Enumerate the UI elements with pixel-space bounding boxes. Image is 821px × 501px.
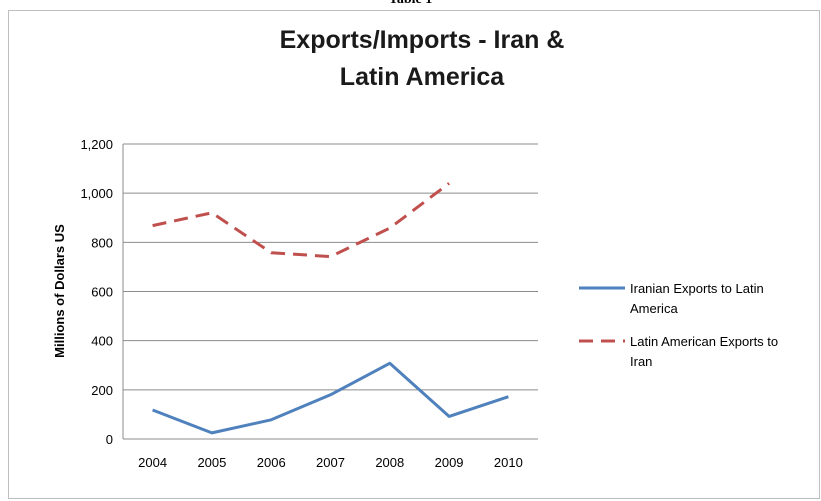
chart-title-line-1: Exports/Imports - Iran & bbox=[279, 26, 565, 54]
y-tick-label: 400 bbox=[91, 334, 113, 349]
x-tick-label: 2004 bbox=[138, 455, 167, 470]
chart-frame bbox=[8, 10, 820, 499]
chart-title-line-2: Latin America bbox=[339, 63, 505, 91]
x-tick-label: 2005 bbox=[197, 455, 226, 470]
x-tick-label: 2010 bbox=[494, 455, 523, 470]
y-tick-label: 200 bbox=[91, 383, 113, 398]
y-tick-label: 0 bbox=[106, 432, 113, 447]
x-tick-label: 2008 bbox=[375, 455, 404, 470]
y-tick-label: 800 bbox=[91, 235, 113, 250]
legend-label-1-cont: America bbox=[630, 301, 678, 316]
x-tick-label: 2006 bbox=[257, 455, 286, 470]
y-axis-ticks: 0 200 400 600 800 1,000 1,200 bbox=[80, 137, 113, 447]
x-tick-label: 2009 bbox=[435, 455, 464, 470]
y-tick-label: 1,000 bbox=[80, 186, 113, 201]
legend-label-2-cont: Iran bbox=[630, 354, 652, 369]
y-tick-label: 1,200 bbox=[80, 137, 113, 152]
legend-label-1: Iranian Exports to Latin bbox=[630, 281, 764, 296]
series-line-1 bbox=[152, 361, 509, 435]
legend: Iranian Exports to Latin America Latin Ame… bbox=[579, 281, 778, 369]
x-axis-ticks: 2004 2005 2006 2007 2008 2009 2010 bbox=[138, 455, 523, 470]
table-caption: Table 1 bbox=[0, 0, 821, 8]
chart-title: Exports/Imports - Iran & Latin America bbox=[222, 22, 622, 96]
series-line-2 bbox=[152, 182, 451, 259]
series-lines bbox=[152, 182, 509, 435]
legend-label-2: Latin American Exports to bbox=[630, 334, 778, 349]
y-tick-label: 600 bbox=[91, 285, 113, 300]
x-tick-label: 2007 bbox=[316, 455, 345, 470]
grid-lines bbox=[122, 143, 538, 440]
y-axis-label: Millions of Dollars US bbox=[52, 224, 67, 358]
